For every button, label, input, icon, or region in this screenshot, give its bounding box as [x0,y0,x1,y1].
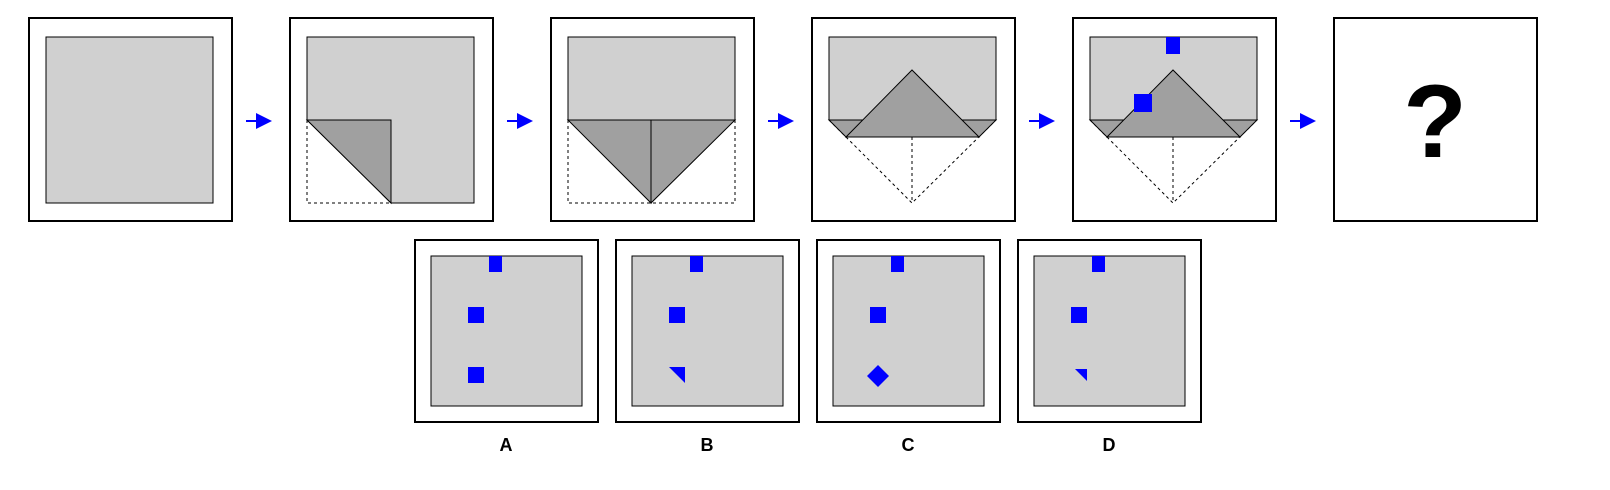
unfolded-paper [832,255,985,407]
hole-middle [870,307,886,323]
option-b[interactable]: B [615,239,800,455]
unfolded-paper [1033,255,1186,407]
folded-flap [305,119,392,205]
hole-bottom-small-triangle [1075,369,1087,381]
step-5-punched-holes [1072,17,1277,222]
hole-top [891,256,904,272]
step-1-unfolded [28,17,233,222]
option-label: C [902,435,915,455]
question-mark: ? [1403,64,1467,180]
hole-middle [669,307,685,323]
paper-sheet [567,36,736,121]
step-frame [1333,17,1538,222]
hole-bottom-triangle [669,367,685,383]
hole-bottom-diamond [867,365,889,387]
answer-placeholder: ? [1333,17,1538,222]
option-a[interactable]: A [414,239,599,455]
paper-sheet [45,36,214,204]
step-2-corner-fold [289,17,494,222]
hole-top [1092,256,1105,272]
option-label: B [701,435,714,455]
folded-flap-right [650,119,737,205]
option-label: D [1103,435,1116,455]
hole-middle [468,307,484,323]
hole-top [489,256,502,272]
punched-hole [1166,37,1180,54]
unfolded-paper [631,255,784,407]
original-edge-dashed [306,120,391,204]
hole-bottom [468,367,484,383]
option-label: A [500,435,513,455]
hole-middle [1071,307,1087,323]
step-4-triangle-folded-up [811,17,1016,222]
folded-triangle [844,69,981,138]
step-3-both-corners-folded [550,17,755,222]
hole-top [690,256,703,272]
punched-hole [1134,94,1152,112]
option-d[interactable]: D [1017,239,1202,455]
option-c[interactable]: C [816,239,1001,455]
unfolded-paper [430,255,583,407]
